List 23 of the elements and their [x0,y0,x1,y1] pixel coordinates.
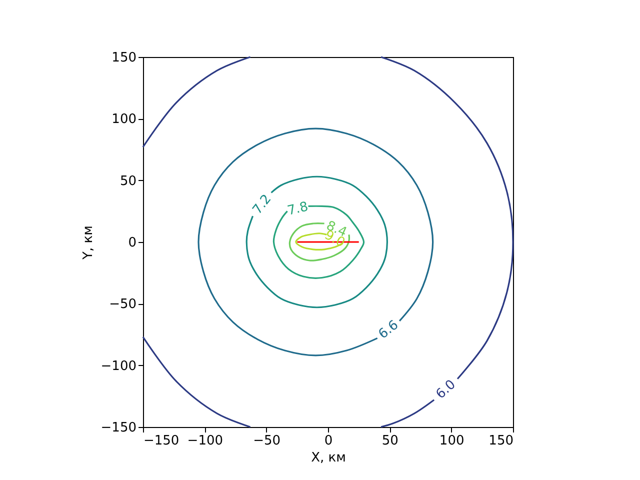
x-tick-label: −100 [187,434,224,448]
text: 7.8 [286,200,310,219]
x-tick-label: 150 [488,434,514,448]
y-tick-label: 100 [112,112,136,128]
y-tick-label: −100 [100,358,136,374]
y-tick-label: 150 [112,50,136,66]
x-tick-label: −50 [253,434,281,448]
text: 6.0 [433,377,459,402]
x-tick-label: −150 [144,434,180,448]
y-tick-label: −50 [109,297,136,312]
text: 7.2 [250,192,275,218]
line-series [246,176,388,308]
y-tick-label: −150 [100,420,136,436]
x-tick-label: 100 [439,434,464,448]
line-series [288,222,350,262]
y-axis-title: Y, км [80,226,96,260]
x-tick-label: 50 [382,434,398,448]
x-tick-label: 0 [324,434,333,448]
y-tick-label: 0 [128,236,136,250]
x-axis-title: X, км [311,450,346,466]
y-tick-label: 50 [120,174,136,189]
line-series [198,128,434,356]
text: 6.6 [376,318,402,342]
